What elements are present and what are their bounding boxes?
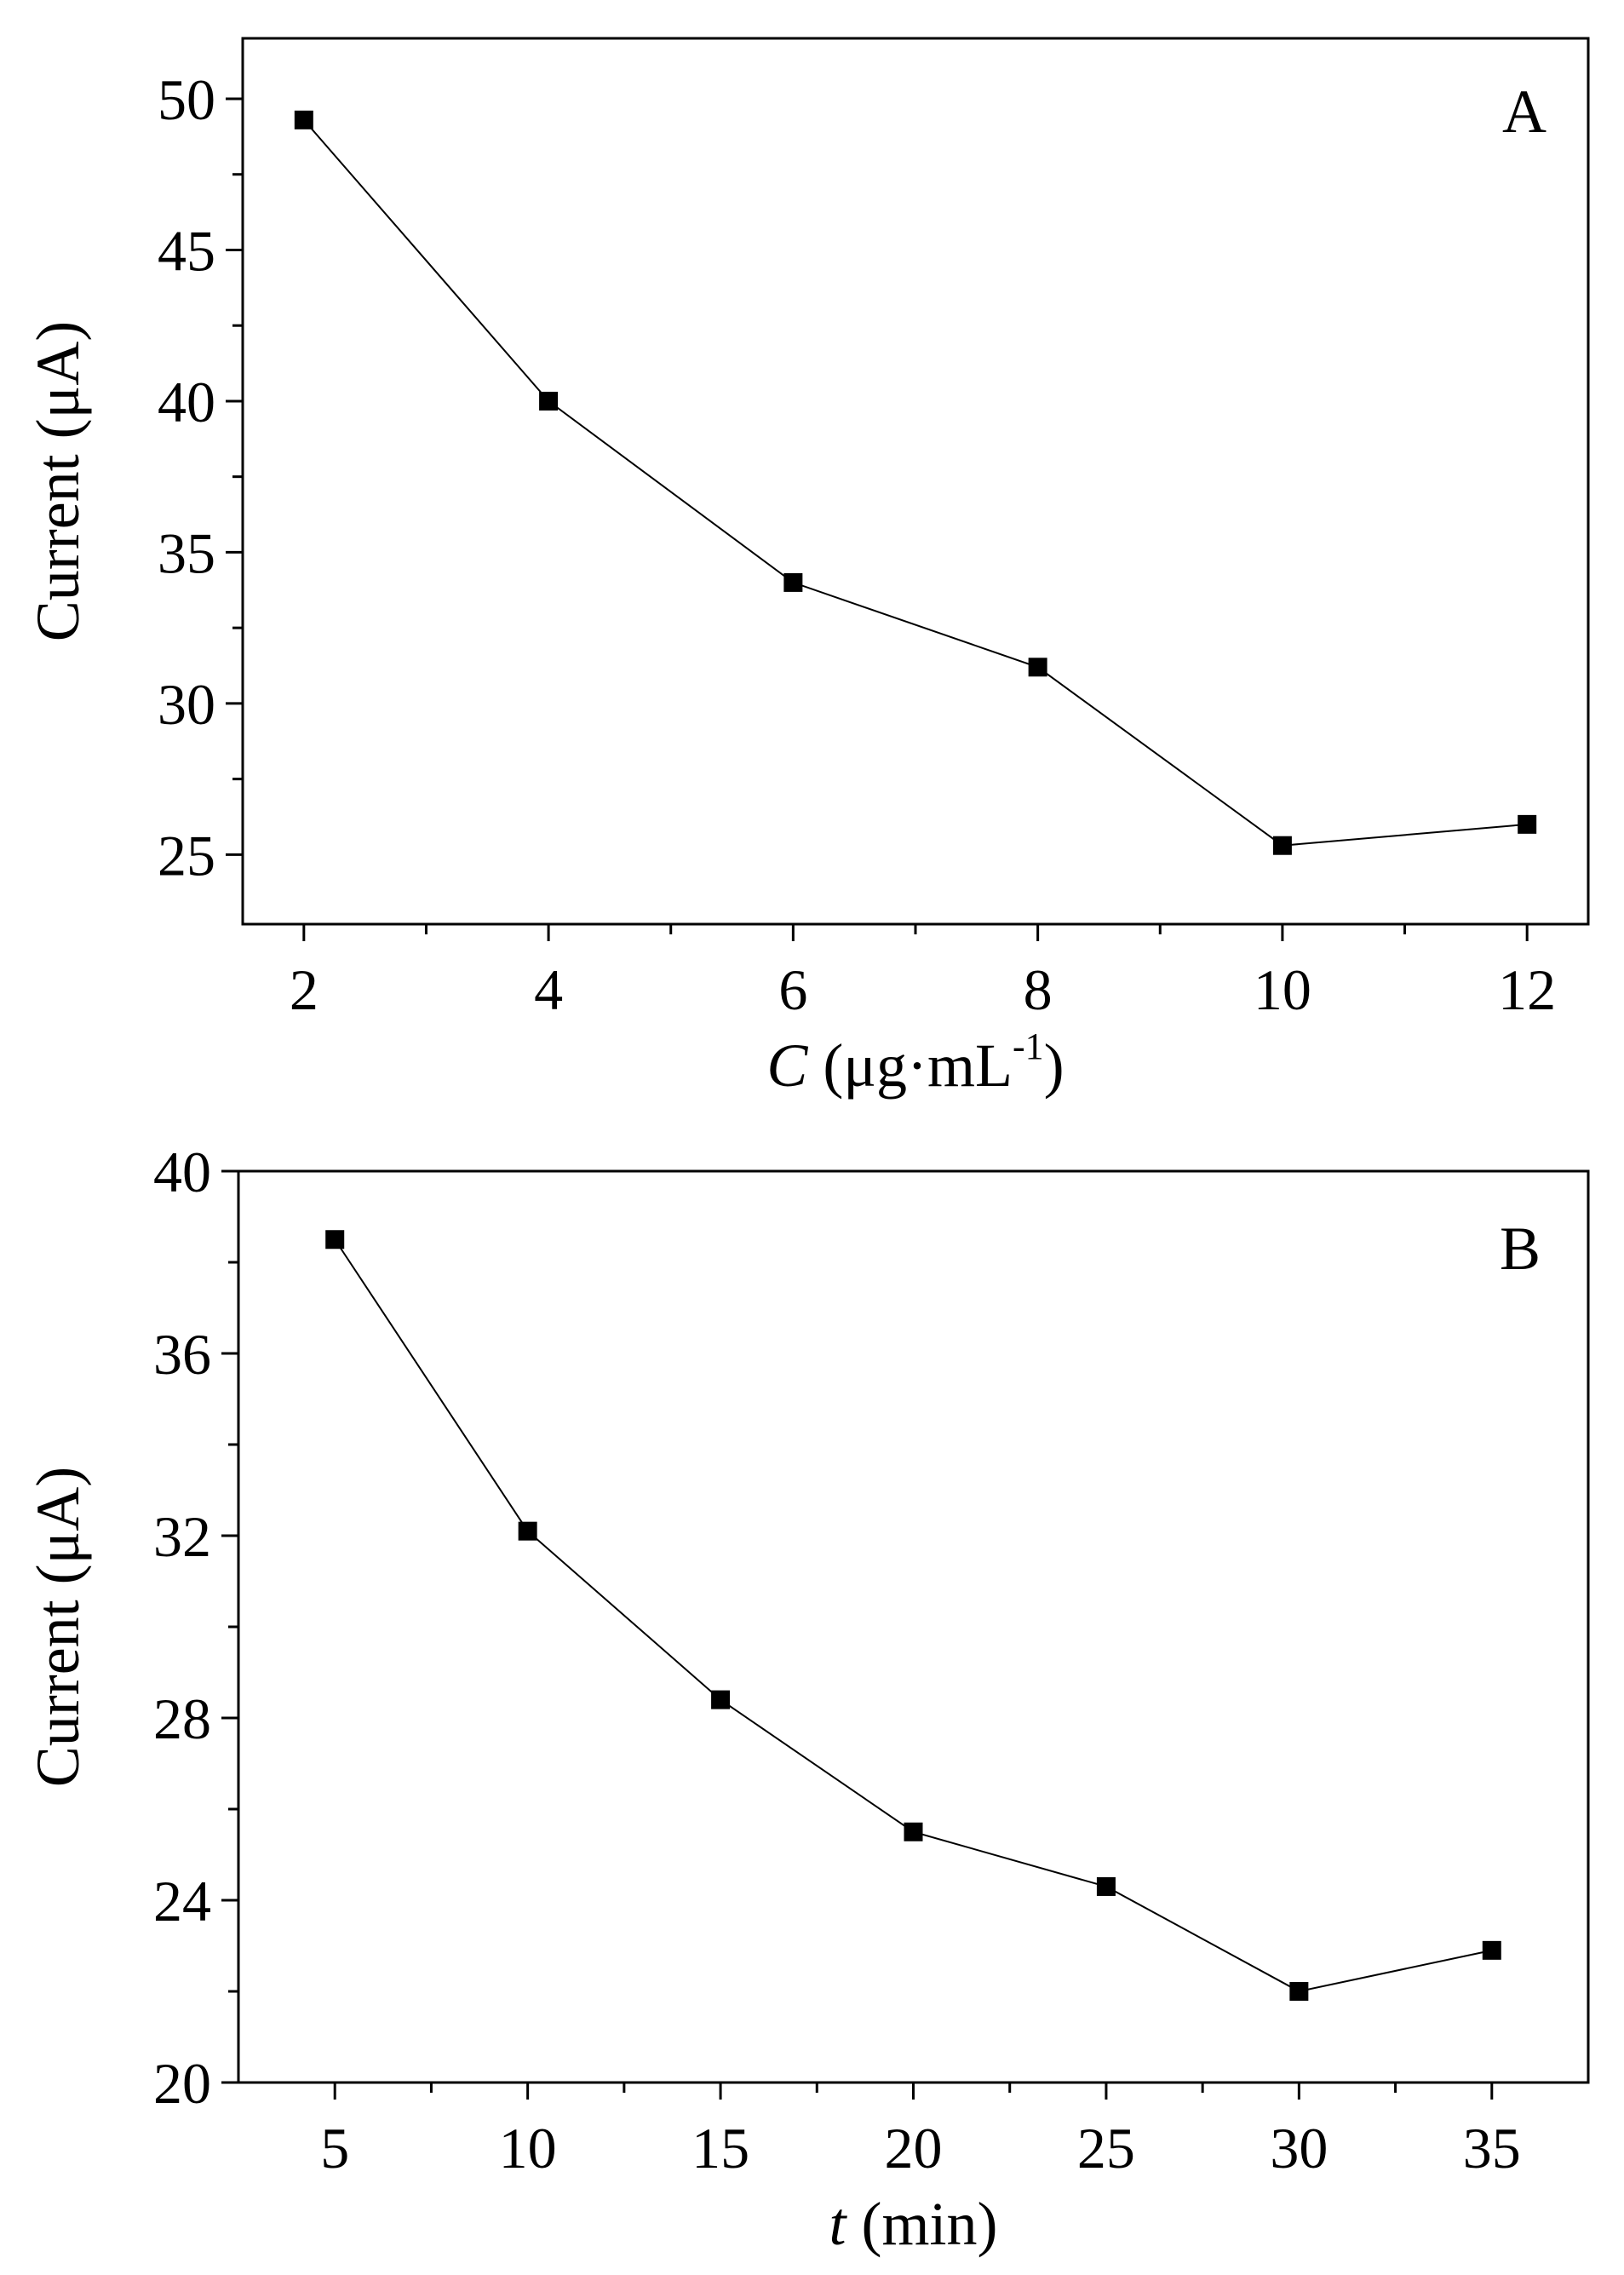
data-point	[518, 1521, 537, 1541]
data-point	[325, 1230, 345, 1250]
data-point	[1518, 814, 1537, 834]
x-tick-label: 6	[778, 957, 807, 1022]
y-tick-label: 25	[158, 823, 215, 888]
panel-label: B	[1500, 1215, 1541, 1283]
plot-frame	[237, 1169, 1590, 2084]
x-tick-label: 30	[1270, 2116, 1328, 2180]
y-tick-label: 50	[158, 67, 215, 132]
x-tick-label: 2	[290, 957, 318, 1022]
data-point	[783, 572, 803, 592]
y-tick-label: 36	[153, 1322, 211, 1387]
x-axis-title: t (min)	[829, 2190, 998, 2258]
data-point	[904, 1822, 923, 1841]
series-line	[334, 1238, 1492, 1993]
x-tick-label: 20	[885, 2116, 943, 2180]
chart-panel-a: 2 4 6 8 10 12 25 30 35 40 45 50 A C (μg·mL-1) Current …	[24, 37, 1590, 1100]
y-tick-label: 32	[153, 1504, 211, 1569]
y-tick-label: 35	[158, 520, 215, 585]
y-tick-label: 28	[153, 1686, 211, 1751]
y-tick-label: 40	[153, 1140, 211, 1204]
data-point	[711, 1690, 731, 1709]
x-tick-label: 10	[499, 2116, 557, 2180]
data-point	[1096, 1876, 1116, 1896]
data-point	[1272, 836, 1292, 855]
x-tick-label: 5	[320, 2116, 349, 2180]
data-point	[1482, 1940, 1501, 1960]
data-point	[1028, 658, 1047, 677]
data-point	[294, 110, 313, 129]
panel-label: A	[1502, 78, 1547, 146]
x-tick-label: 4	[534, 957, 563, 1022]
y-tick-label: 40	[158, 370, 215, 434]
x-tick-label: 10	[1254, 957, 1311, 1022]
series-line	[303, 119, 1528, 847]
x-tick-label: 12	[1498, 957, 1556, 1022]
y-tick-label: 45	[158, 218, 215, 283]
y-tick-label: 24	[153, 1869, 211, 1933]
plot-frame	[241, 37, 1590, 926]
x-tick-label: 8	[1024, 957, 1053, 1022]
y-axis-title: Current (μA)	[24, 1467, 92, 1788]
data-point	[1289, 1982, 1309, 2001]
data-point	[539, 391, 559, 411]
x-axis-title: C (μg·mL-1)	[766, 1025, 1064, 1100]
x-tick-label: 25	[1077, 2116, 1135, 2180]
y-tick-label: 30	[158, 672, 215, 737]
y-tick-label: 20	[153, 2051, 211, 2116]
chart-panel-b: 5 10 15 20 25 30 35 20 24 28 32 36 40 Bt (min) Current…	[24, 1140, 1590, 2258]
y-axis-title: Current (μA)	[24, 321, 92, 642]
x-tick-label: 15	[691, 2116, 749, 2180]
x-tick-label: 35	[1463, 2116, 1521, 2180]
